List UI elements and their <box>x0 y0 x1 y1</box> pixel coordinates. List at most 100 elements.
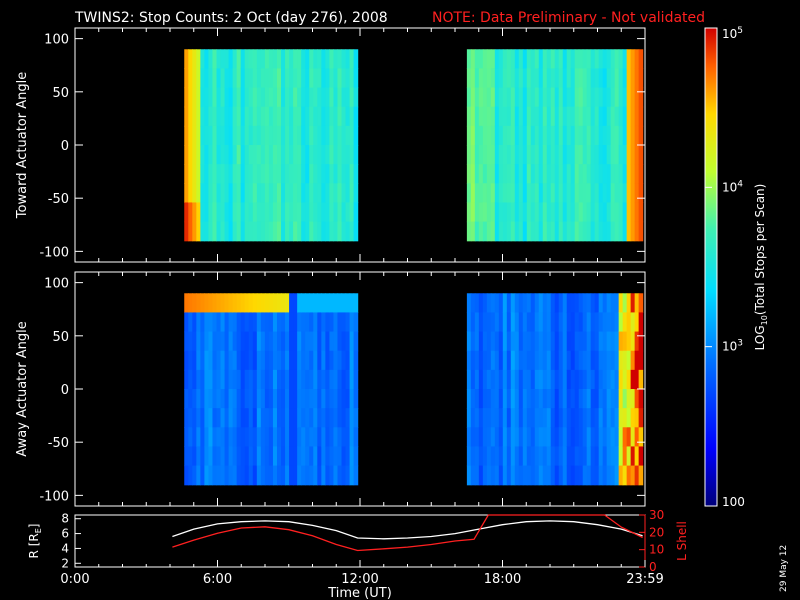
heatmap-cell <box>317 164 322 184</box>
heatmap-cell <box>264 446 270 467</box>
heatmap-cell <box>606 164 612 184</box>
heatmap-cell <box>224 427 230 448</box>
heatmap-cell <box>550 427 556 448</box>
heatmap-cell <box>184 125 189 146</box>
heatmap-cell <box>333 350 339 371</box>
heatmap-cell <box>598 408 604 428</box>
heatmap-cell <box>188 87 193 108</box>
heatmap-cell <box>325 389 330 409</box>
y-tick-label: 0 <box>61 383 69 398</box>
heatmap-cell <box>248 183 254 204</box>
heatmap-cell <box>510 331 516 352</box>
heatmap-cell <box>498 446 504 467</box>
heatmap-cell <box>228 446 234 467</box>
heatmap-cell <box>345 49 351 70</box>
heatmap-cell <box>618 350 624 371</box>
heatmap-cell <box>240 427 246 448</box>
heatmap-cell <box>256 331 262 352</box>
heatmap-cell <box>252 369 258 390</box>
heatmap-cell <box>482 350 488 371</box>
heatmap-cell <box>478 465 484 486</box>
heatmap-cell <box>590 183 596 204</box>
heatmap-cell <box>490 183 496 204</box>
heatmap-cell <box>204 293 210 314</box>
heatmap-cell <box>309 369 314 390</box>
heatmap-cell <box>530 145 536 165</box>
heatmap-cell <box>196 164 201 184</box>
heatmap-cell <box>542 106 548 127</box>
colorbar-tick-base: 10 <box>722 180 737 194</box>
heatmap-cell <box>260 49 266 70</box>
heatmap-cell <box>502 312 508 333</box>
heatmap-cell <box>630 331 636 352</box>
heatmap-cell <box>638 183 644 204</box>
heatmap-cell <box>349 202 355 223</box>
heatmap-cell <box>208 389 214 409</box>
heatmap-cell <box>220 331 226 352</box>
heatmap-cell <box>208 145 214 165</box>
toward-heatmap <box>184 49 644 242</box>
heatmap-cell <box>526 446 532 467</box>
heatmap-cell <box>602 312 608 333</box>
heatmap-cell <box>534 125 540 146</box>
heatmap-cell <box>602 68 608 89</box>
heatmap-cell <box>188 389 193 409</box>
heatmap-cell <box>570 221 576 242</box>
heatmap-cell <box>522 49 528 70</box>
heatmap-cell <box>293 312 298 333</box>
y-tick-label: -100 <box>39 245 69 260</box>
heatmap-cell <box>313 312 318 333</box>
heatmap-cell <box>550 145 556 165</box>
heatmap-cell <box>538 331 544 352</box>
heatmap-cell <box>345 350 351 371</box>
heatmap-cell <box>345 145 351 165</box>
heatmap-cell <box>566 446 572 467</box>
heatmap-cell <box>566 106 572 127</box>
heatmap-cell <box>610 202 616 223</box>
heatmap-cell <box>498 183 504 204</box>
heatmap-cell <box>522 87 528 108</box>
heatmap-cell <box>196 465 201 486</box>
heatmap-cell <box>514 350 520 371</box>
heatmap-cell <box>618 183 624 204</box>
heatmap-cell <box>289 183 294 204</box>
heatmap-cell <box>272 389 278 409</box>
y-tick-label: 0 <box>61 139 69 154</box>
heatmap-cell <box>522 145 528 165</box>
heatmap-cell <box>606 293 612 314</box>
heatmap-cell <box>212 106 218 127</box>
heatmap-cell <box>522 408 528 428</box>
heatmap-cell <box>192 350 197 371</box>
heatmap-cell <box>220 312 226 333</box>
heatmap-cell <box>482 49 488 70</box>
heatmap-cell <box>558 145 564 165</box>
heatmap-cell <box>240 145 246 165</box>
heatmap-cell <box>196 106 201 127</box>
heatmap-cell <box>285 389 290 409</box>
heatmap-cell <box>490 446 496 467</box>
heatmap-cell <box>498 68 504 89</box>
heatmap-cell <box>526 408 532 428</box>
heatmap-cell <box>486 369 492 390</box>
heatmap-cell <box>272 446 278 467</box>
heatmap-cell <box>574 164 580 184</box>
heatmap-cell <box>345 293 351 314</box>
heatmap-cell <box>602 106 608 127</box>
heatmap-cell <box>478 312 484 333</box>
heatmap-cell <box>546 125 552 146</box>
heatmap-cell <box>638 350 644 371</box>
heatmap-cell <box>478 125 484 146</box>
heatmap-cell <box>574 465 580 486</box>
heatmap-cell <box>268 202 274 223</box>
colorbar-tick-exp: 5 <box>737 26 743 36</box>
heatmap-cell <box>188 350 193 371</box>
heatmap-cell <box>638 369 644 390</box>
heatmap-cell <box>470 389 476 409</box>
heatmap-cell <box>260 87 266 108</box>
heatmap-cell <box>514 408 520 428</box>
heatmap-cell <box>634 408 640 428</box>
heatmap-cell <box>574 106 580 127</box>
heatmap-cell <box>514 145 520 165</box>
heatmap-cell <box>598 331 604 352</box>
